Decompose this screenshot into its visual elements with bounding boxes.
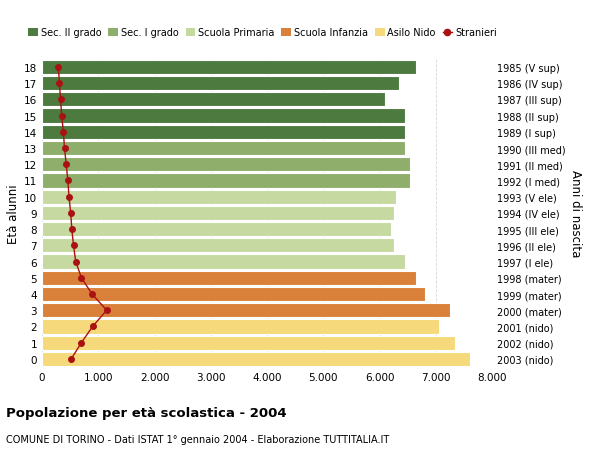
Bar	[42, 190, 397, 204]
Bar	[42, 239, 394, 253]
Bar	[42, 303, 450, 318]
Bar	[42, 61, 416, 75]
Legend: Sec. II grado, Sec. I grado, Scuola Primaria, Scuola Infanzia, Asilo Nido, Stran: Sec. II grado, Sec. I grado, Scuola Prim…	[25, 24, 501, 42]
Bar	[42, 158, 410, 172]
Bar	[42, 141, 405, 156]
Bar	[42, 125, 405, 140]
Bar	[42, 287, 425, 302]
Text: COMUNE DI TORINO - Dati ISTAT 1° gennaio 2004 - Elaborazione TUTTITALIA.IT: COMUNE DI TORINO - Dati ISTAT 1° gennaio…	[6, 434, 389, 444]
Y-axis label: Anni di nascita: Anni di nascita	[569, 170, 582, 257]
Y-axis label: Età alunni: Età alunni	[7, 184, 20, 243]
Bar	[42, 174, 410, 188]
Bar	[42, 223, 391, 237]
Bar	[42, 336, 455, 350]
Bar	[42, 352, 470, 366]
Bar	[42, 109, 405, 123]
Text: Popolazione per età scolastica - 2004: Popolazione per età scolastica - 2004	[6, 406, 287, 419]
Bar	[42, 271, 416, 285]
Bar	[42, 206, 394, 221]
Bar	[42, 319, 439, 334]
Bar	[42, 255, 405, 269]
Bar	[42, 77, 399, 91]
Bar	[42, 93, 385, 107]
